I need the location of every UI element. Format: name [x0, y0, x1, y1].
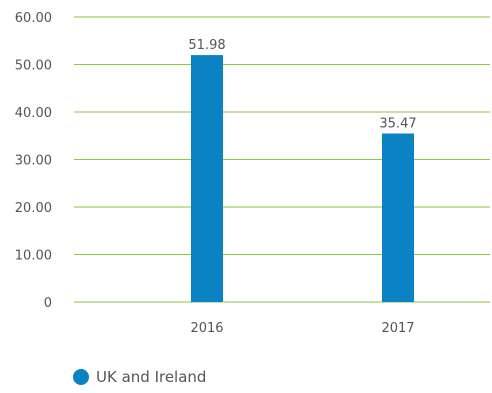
bar-2016: [191, 55, 223, 302]
grid-lines: [74, 16, 490, 303]
data-label-2016: 51.98: [188, 38, 225, 53]
y-tick-label: 10.00: [15, 249, 52, 264]
x-tick-label: 2017: [381, 321, 414, 336]
data-label-2017: 35.47: [379, 117, 416, 132]
y-tick-label: 30.00: [15, 154, 52, 169]
data-labels: 51.98 35.47: [188, 38, 416, 131]
x-axis-tick-labels: 2016 2017: [190, 321, 414, 336]
y-tick-label: 0: [44, 296, 52, 311]
legend: UK and Ireland: [73, 368, 206, 386]
y-axis-tick-labels: 0 10.00 20.00 30.00 40.00 50.00 60.00: [15, 11, 52, 311]
legend-marker: [73, 369, 89, 385]
legend-label: UK and Ireland: [96, 368, 206, 386]
bar-2017: [382, 133, 414, 302]
bars: [191, 55, 414, 302]
y-tick-label: 20.00: [15, 201, 52, 216]
y-tick-label: 40.00: [15, 106, 52, 121]
x-tick-label: 2016: [190, 321, 223, 336]
y-tick-label: 50.00: [15, 59, 52, 74]
y-tick-label: 60.00: [15, 11, 52, 26]
